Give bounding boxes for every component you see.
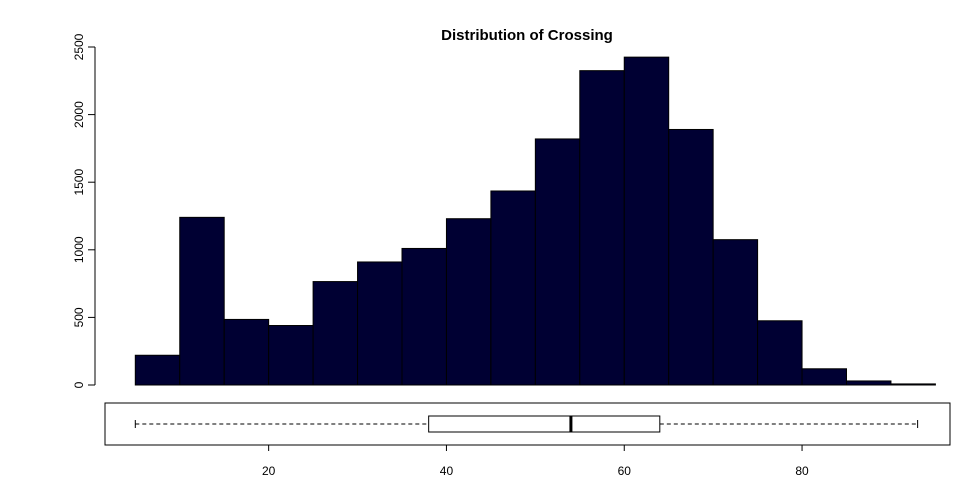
y-tick-label: 500 bbox=[72, 307, 86, 327]
boxplot-box bbox=[428, 415, 661, 433]
histogram-bar bbox=[401, 247, 447, 386]
histogram-bar bbox=[757, 320, 803, 386]
histogram-bar bbox=[134, 354, 181, 386]
histogram-bar bbox=[223, 318, 270, 386]
boxplot bbox=[104, 402, 951, 446]
histogram-bar bbox=[268, 325, 314, 386]
histogram-bar bbox=[312, 281, 359, 386]
histogram-bar bbox=[623, 56, 670, 386]
x-tick-label: 60 bbox=[618, 464, 632, 478]
histogram-bar bbox=[801, 368, 847, 386]
chart-title: Distribution of Crossing bbox=[441, 27, 613, 44]
y-tick-label: 0 bbox=[72, 381, 86, 388]
y-tick-label: 1000 bbox=[72, 236, 86, 263]
histogram-bar bbox=[712, 239, 759, 386]
histogram-bar bbox=[179, 216, 225, 386]
histogram-bar bbox=[534, 138, 581, 386]
x-tick-label: 80 bbox=[795, 464, 809, 478]
histogram-bar bbox=[445, 218, 492, 386]
histogram-y-axis: 0 500 1000 1500 2000 2500 bbox=[72, 33, 96, 388]
boxplot-x-axis: 20 40 60 80 bbox=[262, 445, 809, 478]
x-tick-label: 20 bbox=[262, 464, 276, 478]
histogram-bar bbox=[668, 128, 714, 386]
histogram-bar bbox=[490, 190, 536, 386]
y-tick-label: 2000 bbox=[72, 101, 86, 128]
histogram-bar bbox=[890, 383, 936, 386]
histogram-bars bbox=[134, 56, 936, 386]
histogram-bar bbox=[846, 380, 892, 386]
y-tick-label: 2500 bbox=[72, 33, 86, 60]
boxplot-frame bbox=[104, 402, 951, 446]
histogram-bar bbox=[357, 261, 403, 386]
y-tick-label: 1500 bbox=[72, 169, 86, 196]
x-tick-label: 40 bbox=[440, 464, 454, 478]
histogram-bar bbox=[579, 70, 625, 386]
